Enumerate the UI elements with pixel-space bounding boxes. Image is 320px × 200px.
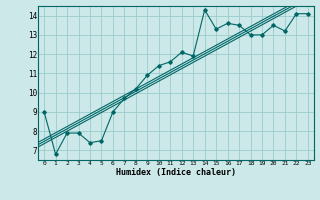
X-axis label: Humidex (Indice chaleur): Humidex (Indice chaleur) bbox=[116, 168, 236, 177]
